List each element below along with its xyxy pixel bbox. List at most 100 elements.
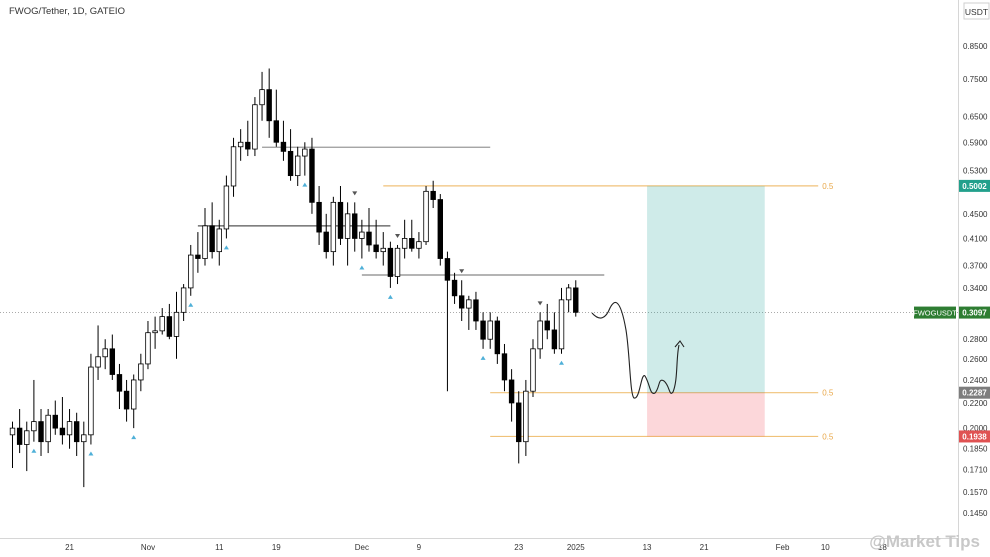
candle[interactable] xyxy=(266,68,272,138)
candle[interactable] xyxy=(230,137,237,197)
candle[interactable] xyxy=(558,287,565,354)
candle-body-up xyxy=(223,185,230,230)
candle[interactable] xyxy=(344,202,351,266)
candle[interactable] xyxy=(551,312,558,354)
candle-body-down xyxy=(473,299,479,322)
candle[interactable] xyxy=(66,409,73,449)
candle[interactable] xyxy=(530,339,536,398)
candle[interactable] xyxy=(565,284,572,313)
candle[interactable] xyxy=(138,353,144,392)
candle[interactable] xyxy=(145,320,151,370)
candle[interactable] xyxy=(216,219,222,266)
candle-body-up xyxy=(31,421,37,432)
candle[interactable] xyxy=(444,251,451,392)
candle[interactable] xyxy=(373,219,379,259)
candle[interactable] xyxy=(52,400,58,435)
candle[interactable] xyxy=(116,363,123,410)
long-position-tool[interactable] xyxy=(647,185,765,437)
candle[interactable] xyxy=(95,325,101,380)
projected-path-drawing[interactable] xyxy=(591,301,680,399)
candle[interactable] xyxy=(330,196,337,266)
candle[interactable] xyxy=(466,295,472,330)
candle[interactable] xyxy=(294,146,301,186)
candle[interactable] xyxy=(81,421,87,488)
candle-body-up xyxy=(359,231,365,239)
candle[interactable] xyxy=(423,185,429,245)
candle[interactable] xyxy=(316,185,322,245)
candle[interactable] xyxy=(31,379,37,442)
candle[interactable] xyxy=(223,175,230,239)
candle[interactable] xyxy=(188,244,194,296)
candle[interactable] xyxy=(73,412,80,456)
candle[interactable] xyxy=(394,244,401,285)
candle[interactable] xyxy=(323,213,329,259)
x-tick-label: 23 xyxy=(514,543,523,552)
stop-zone[interactable] xyxy=(647,392,765,437)
candle-body-down xyxy=(352,213,358,239)
candle[interactable] xyxy=(430,180,436,209)
candle[interactable] xyxy=(123,379,130,422)
x-tick-label: 19 xyxy=(272,543,281,552)
candle[interactable] xyxy=(544,303,550,340)
candle[interactable] xyxy=(209,202,215,259)
candle[interactable] xyxy=(195,232,201,273)
candle[interactable] xyxy=(494,316,501,364)
candle[interactable] xyxy=(516,391,522,464)
candle[interactable] xyxy=(337,185,344,245)
candle[interactable] xyxy=(287,129,294,181)
candle[interactable] xyxy=(16,409,23,454)
candle[interactable] xyxy=(24,421,30,472)
target-zone[interactable] xyxy=(647,185,765,393)
candle[interactable] xyxy=(387,241,394,288)
candle[interactable] xyxy=(109,334,116,380)
candle[interactable] xyxy=(9,421,16,468)
candle[interactable] xyxy=(302,142,308,176)
candle-body-down xyxy=(430,190,436,200)
candle[interactable] xyxy=(152,316,158,349)
candle[interactable] xyxy=(401,219,408,259)
candle[interactable] xyxy=(573,280,579,317)
candle[interactable] xyxy=(473,291,479,330)
candle[interactable] xyxy=(131,374,137,429)
candle-body-up xyxy=(537,320,543,350)
candle[interactable] xyxy=(259,71,265,121)
candle[interactable] xyxy=(380,232,386,266)
candle[interactable] xyxy=(59,397,66,445)
candle[interactable] xyxy=(180,284,187,321)
price-axis-badge xyxy=(959,306,990,319)
y-tick-label: 0.4100 xyxy=(963,234,988,243)
candle[interactable] xyxy=(480,312,486,349)
candle[interactable] xyxy=(102,339,108,370)
quote-currency-box[interactable] xyxy=(963,2,990,20)
candle[interactable] xyxy=(38,409,44,456)
candle[interactable] xyxy=(409,219,415,252)
candle[interactable] xyxy=(458,280,465,321)
candle-body-down xyxy=(444,258,451,281)
candle[interactable] xyxy=(237,129,244,161)
candle[interactable] xyxy=(523,379,529,456)
x-tick-label: 13 xyxy=(643,543,652,552)
candle[interactable] xyxy=(88,353,94,445)
candle[interactable] xyxy=(273,89,280,147)
candle[interactable] xyxy=(416,232,422,259)
candle[interactable] xyxy=(437,194,443,266)
candle[interactable] xyxy=(202,208,208,266)
candle[interactable] xyxy=(352,202,358,252)
candle[interactable] xyxy=(45,409,51,454)
candle[interactable] xyxy=(159,308,165,335)
candle[interactable] xyxy=(309,137,315,214)
candle[interactable] xyxy=(252,97,258,157)
candle[interactable] xyxy=(280,120,287,161)
candle-body-up xyxy=(180,287,187,313)
candle[interactable] xyxy=(359,219,365,259)
candle[interactable] xyxy=(487,312,493,349)
candle[interactable] xyxy=(501,343,508,392)
candle[interactable] xyxy=(173,291,180,359)
candle[interactable] xyxy=(366,208,372,252)
candle[interactable] xyxy=(508,369,515,422)
candle[interactable] xyxy=(166,303,173,340)
candle[interactable] xyxy=(537,312,543,359)
candle[interactable] xyxy=(245,120,251,157)
candle[interactable] xyxy=(451,272,458,304)
